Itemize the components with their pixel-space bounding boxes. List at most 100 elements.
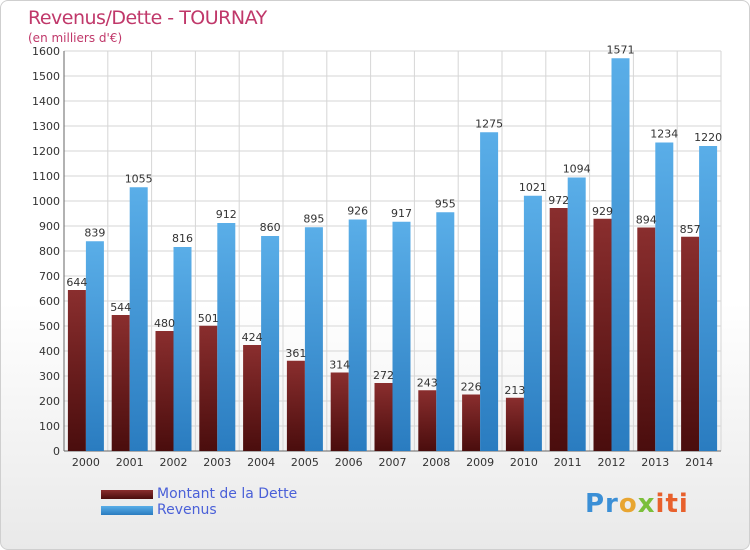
data-label-revenus: 1275 (475, 117, 503, 130)
bar-revenus (85, 241, 104, 451)
y-tick-label: 1100 (32, 170, 60, 183)
x-tick-label: 2002 (160, 456, 188, 469)
y-tick-label: 700 (39, 270, 60, 283)
y-tick-label: 1300 (32, 120, 60, 133)
data-label-revenus: 1234 (650, 128, 678, 141)
data-label-dette: 480 (154, 317, 175, 330)
bar-dette (593, 218, 612, 451)
data-label-revenus: 955 (435, 197, 456, 210)
x-tick-label: 2000 (72, 456, 100, 469)
bar-revenus (129, 187, 148, 451)
data-label-dette: 243 (417, 376, 438, 389)
y-tick-label: 400 (39, 345, 60, 358)
data-label-revenus: 839 (84, 226, 105, 239)
y-tick-label: 1000 (32, 195, 60, 208)
bar-revenus (217, 223, 236, 451)
bar-dette (549, 208, 568, 451)
y-tick-label: 100 (39, 420, 60, 433)
chart-title: Revenus/Dette - TOURNAY (28, 7, 267, 29)
data-label-revenus: 1094 (563, 163, 591, 176)
bar-dette (286, 360, 305, 451)
bar-revenus (261, 236, 280, 451)
bar-dette (637, 227, 656, 451)
x-tick-label: 2009 (466, 456, 494, 469)
data-label-dette: 501 (198, 312, 219, 325)
data-label-dette: 544 (110, 301, 131, 314)
x-tick-label: 2005 (291, 456, 319, 469)
y-tick-label: 1600 (32, 45, 60, 58)
x-tick-label: 2010 (510, 456, 538, 469)
data-label-revenus: 1571 (607, 43, 635, 56)
data-label-dette: 644 (66, 276, 87, 289)
bar-dette (67, 290, 86, 451)
data-label-revenus: 917 (391, 207, 412, 220)
data-label-revenus: 816 (172, 232, 193, 245)
x-tick-label: 2004 (247, 456, 275, 469)
data-label-dette: 424 (242, 331, 263, 344)
legend-label-dette: Montant de la Dette (157, 486, 298, 502)
y-tick-label: 200 (39, 395, 60, 408)
data-label-revenus: 912 (216, 208, 237, 221)
legend-swatch-revenus (101, 506, 153, 515)
legend-label-revenus: Revenus (157, 502, 217, 518)
x-tick-label: 2008 (422, 456, 450, 469)
bar-revenus (611, 58, 630, 451)
bar-revenus (567, 177, 586, 451)
y-tick-label: 1400 (32, 95, 60, 108)
bar-dette (199, 325, 218, 451)
y-tick-label: 600 (39, 295, 60, 308)
x-tick-label: 2014 (685, 456, 713, 469)
data-label-dette: 226 (461, 381, 482, 394)
y-tick-label: 300 (39, 370, 60, 383)
bar-revenus (480, 132, 499, 451)
bar-revenus (392, 221, 411, 451)
data-label-dette: 213 (504, 384, 525, 397)
data-label-revenus: 926 (347, 205, 368, 218)
data-label-revenus: 1021 (519, 181, 547, 194)
x-tick-label: 2006 (335, 456, 363, 469)
bar-revenus (436, 212, 455, 451)
x-tick-label: 2001 (116, 456, 144, 469)
y-tick-label: 800 (39, 245, 60, 258)
legend-swatch-dette (101, 490, 153, 499)
proxiti-logo: Proxiti (585, 489, 689, 519)
bar-dette (462, 394, 481, 451)
bar-dette (505, 397, 524, 451)
bar-dette (243, 345, 262, 451)
x-tick-label: 2003 (203, 456, 231, 469)
data-label-revenus: 1220 (694, 131, 722, 144)
data-label-dette: 857 (680, 223, 701, 236)
data-label-dette: 972 (548, 194, 569, 207)
bar-dette (374, 383, 393, 451)
x-tick-label: 2011 (554, 456, 582, 469)
bar-revenus (348, 219, 367, 451)
data-label-dette: 314 (329, 359, 350, 372)
data-label-revenus: 1055 (125, 172, 153, 185)
y-tick-label: 500 (39, 320, 60, 333)
bar-revenus (523, 195, 542, 451)
x-tick-label: 2007 (379, 456, 407, 469)
y-tick-label: 1200 (32, 145, 60, 158)
y-tick-label: 900 (39, 220, 60, 233)
bar-dette (681, 236, 700, 451)
bar-dette (330, 372, 349, 451)
y-tick-label: 0 (53, 445, 60, 458)
bar-dette (155, 331, 174, 451)
x-tick-label: 2013 (641, 456, 669, 469)
chart-subtitle: (en milliers d'€) (28, 31, 123, 45)
data-label-dette: 272 (373, 369, 394, 382)
data-label-dette: 894 (636, 214, 657, 227)
data-label-dette: 929 (592, 205, 613, 218)
bar-revenus (699, 146, 718, 451)
bar-dette (111, 315, 130, 451)
y-tick-label: 1500 (32, 70, 60, 83)
bar-revenus (655, 142, 674, 451)
bar-revenus (304, 227, 323, 451)
bar-dette (418, 390, 437, 451)
x-tick-label: 2012 (598, 456, 626, 469)
data-label-revenus: 895 (303, 212, 324, 225)
bar-revenus (173, 247, 192, 451)
data-label-dette: 361 (285, 347, 306, 360)
